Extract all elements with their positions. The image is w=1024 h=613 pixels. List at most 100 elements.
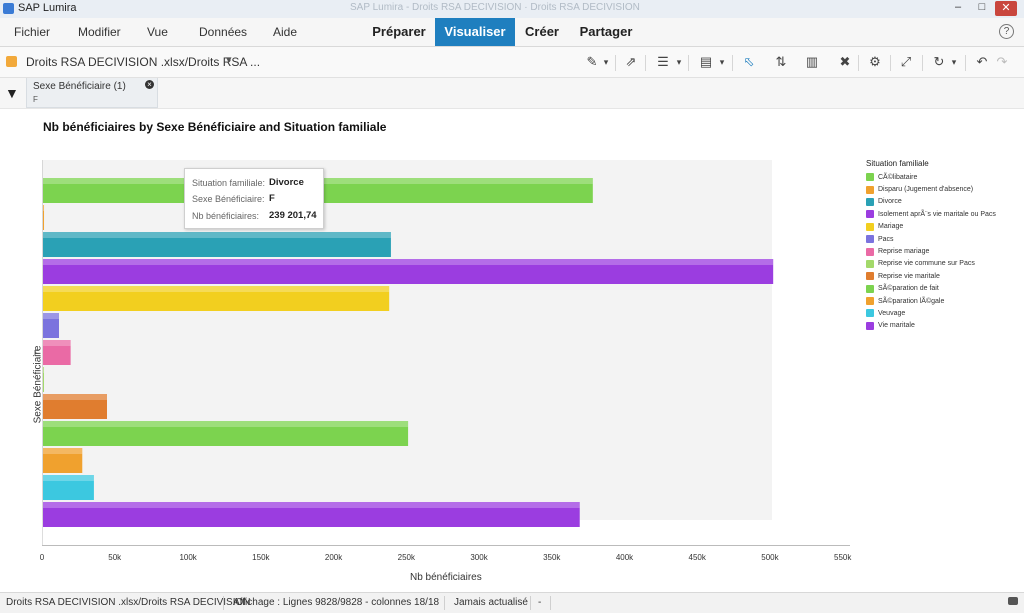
chart-canvas: Nb bénéficiaires by Sexe Bénéficiaire an… [0,109,1024,592]
bar[interactable] [43,340,71,365]
legend-item[interactable]: Mariage [866,221,996,233]
redo-icon[interactable]: ↷ [996,54,1008,69]
close-icon[interactable]: × [145,80,154,89]
bar[interactable] [43,286,390,311]
dataset-name[interactable]: Droits RSA DECIVISION .xlsx/Droits RSA .… [26,55,261,69]
legend-item[interactable]: CÃ©libataire [866,171,996,183]
toolbar-divider [732,55,733,71]
bar-highlight [43,205,45,211]
menu-aide[interactable]: Aide [273,25,298,39]
menu-fichier[interactable]: Fichier [14,25,51,39]
bar-highlight [43,475,94,481]
x-tick-label: 200k [324,553,343,562]
tab-creer[interactable]: Créer [525,24,559,39]
chevron-down-icon[interactable]: ▾ [951,57,957,67]
status-display: Affichage : Lignes 9828/9828 - colonnes … [233,597,440,608]
menu-donnees[interactable]: Données [199,25,248,39]
bar-highlight [43,421,409,427]
dataset-icon [6,56,17,67]
bar-chart-plot [42,160,850,546]
legend-label: Isolement aprÃ¨s vie maritale ou Pacs [878,210,996,218]
toolbar-divider [858,55,859,71]
legend-item[interactable]: Isolement aprÃ¨s vie maritale ou Pacs [866,208,996,220]
export-icon[interactable]: ⇗ [625,54,637,69]
chevron-down-icon[interactable]: ▾ [603,57,609,67]
tab-preparer[interactable]: Préparer [372,24,426,39]
legend-swatch [866,247,874,256]
bar-chart-icon[interactable]: ▥ [805,54,819,69]
expand-icon[interactable]: ⤢ [900,54,912,69]
legend-label: Vie maritale [878,322,915,330]
bar[interactable] [43,367,44,392]
table-icon[interactable]: ▤ [699,54,713,69]
chevron-down-icon[interactable]: ▾ [719,57,725,67]
chevron-down-icon[interactable]: ▾ [226,54,232,66]
undo-icon[interactable]: ↶ [976,54,988,69]
pencil-icon[interactable]: ✎ [586,54,598,69]
legend-label: Divorce [878,198,902,206]
select-icon[interactable]: ⬁ [743,54,755,69]
bar[interactable] [43,232,391,257]
bar[interactable] [43,394,107,419]
menu-vue[interactable]: Vue [147,25,168,39]
filter-chip-value: F [33,95,38,104]
legend-swatch [866,272,874,281]
legend-swatch [866,197,874,206]
edit-list-icon[interactable]: ☰ [657,54,669,69]
close-window-button[interactable]: ✕ [995,1,1017,16]
tab-visualiser[interactable]: Visualiser [435,18,515,46]
bar[interactable] [43,475,94,500]
chevron-down-icon[interactable]: ▾ [676,57,682,67]
legend-label: SÃ©paration lÃ©gale [878,297,945,305]
bar-highlight [43,286,390,292]
comment-icon[interactable] [1008,597,1018,605]
status-refresh: Jamais actualisé [454,597,528,608]
window-subtitle: SAP Lumira - Droits RSA DECIVISION · Dro… [350,2,640,13]
menu-modifier[interactable]: Modifier [78,25,121,39]
sort-icon[interactable]: ⇅ [775,54,787,69]
legend-item[interactable]: Reprise mariage [866,245,996,257]
filter-icon[interactable]: ▼ [5,85,19,101]
x-tick-label: 350k [543,553,561,562]
bar[interactable] [43,421,409,446]
legend-swatch [866,284,874,293]
gear-icon[interactable]: ⚙ [869,54,881,69]
minimize-button[interactable]: – [954,1,962,13]
legend-label: SÃ©paration de fait [878,285,939,293]
x-tick-label: 450k [688,553,706,562]
legend-item[interactable]: SÃ©paration de fait [866,283,996,295]
status-divider [530,596,531,610]
remove-chart-icon[interactable]: ✖ [839,54,851,69]
x-tick-label: 100k [179,553,197,562]
filter-chip[interactable]: Sexe Bénéficiaire (1) F × [26,78,158,108]
tab-partager[interactable]: Partager [579,24,633,39]
bar[interactable] [43,313,59,338]
legend-item[interactable]: Vie maritale [866,320,996,332]
toolbar-divider [922,55,923,71]
bar[interactable] [43,205,45,230]
refresh-icon[interactable]: ↻ [933,54,945,69]
status-dash: - [538,597,542,608]
bar[interactable] [43,259,774,284]
legend-swatch [866,222,874,231]
legend-item[interactable]: Reprise vie commune sur Pacs [866,258,996,270]
app-title: SAP Lumira [18,2,77,14]
maximize-button[interactable]: □ [978,1,986,13]
legend-item[interactable]: SÃ©paration lÃ©gale [866,295,996,307]
legend-item[interactable]: Disparu (Jugement d'absence) [866,183,996,195]
legend-item[interactable]: Pacs [866,233,996,245]
legend-item[interactable]: Divorce [866,196,996,208]
bar[interactable] [43,448,83,473]
tooltip-value: 239 201,74 [269,210,317,221]
bar[interactable] [43,502,580,527]
status-divider [444,596,445,610]
legend-swatch [866,309,874,318]
legend-label: CÃ©libataire [878,173,918,181]
legend-item[interactable]: Reprise vie maritale [866,270,996,282]
legend-swatch [866,297,874,306]
help-icon[interactable]: ? [999,24,1014,39]
chart-title: Nb bénéficiaires by Sexe Bénéficiaire an… [43,120,387,134]
legend-item[interactable]: Veuvage [866,307,996,319]
legend-label: Veuvage [878,309,906,317]
x-tick-label: 500k [761,553,779,562]
